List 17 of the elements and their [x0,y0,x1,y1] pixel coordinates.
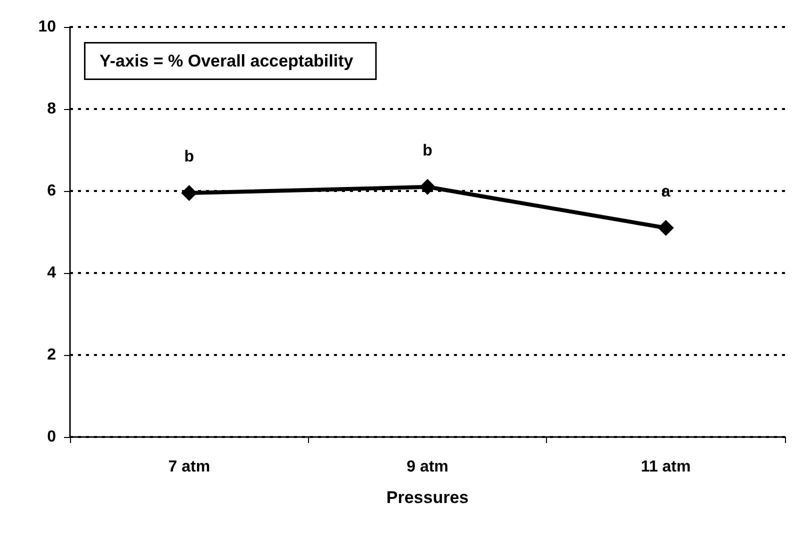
annotation: b [422,142,433,160]
x-tick-label: 11 atm [640,458,691,476]
y-tick-label: 8 [47,100,56,118]
annotation: Y-axis = % Overall acceptability [100,52,354,70]
y-tick-label: 10 [38,18,56,36]
point [181,185,198,202]
x-axis-title: Pressures [386,488,469,507]
point [420,178,436,195]
y-tick-label: 4 [47,264,56,282]
point [658,220,674,236]
x-tick-label: 9 atm [406,458,448,476]
y-tick-label: 0 [47,428,56,446]
y-tick-label: 2 [47,346,56,364]
annotation: b [184,148,194,166]
annotation: a [661,183,670,200]
y-tick-label: 6 [47,182,56,200]
x-tick-label: 7 atm [168,458,210,476]
